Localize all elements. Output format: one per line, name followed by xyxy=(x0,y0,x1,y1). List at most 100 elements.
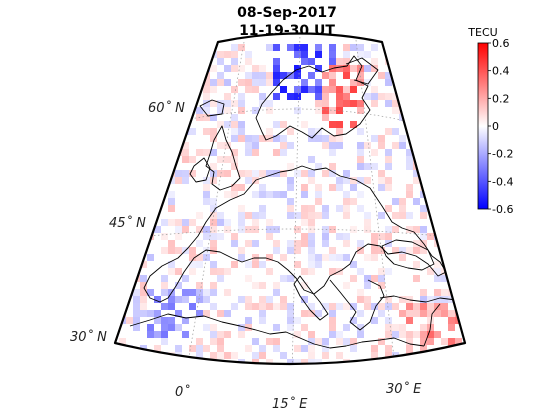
tec-cell xyxy=(322,254,329,261)
tec-cell xyxy=(224,51,231,58)
tec-cell xyxy=(301,191,308,198)
tec-cell xyxy=(210,233,217,240)
tec-cell xyxy=(238,93,245,100)
tec-cell xyxy=(224,268,231,275)
tec-cell xyxy=(287,163,294,170)
tec-cell xyxy=(203,366,210,373)
tec-cell xyxy=(238,135,245,142)
tec-cell xyxy=(329,121,336,128)
tec-cell xyxy=(413,247,420,254)
tec-cell xyxy=(455,100,462,107)
tec-cell xyxy=(273,303,280,310)
tec-cell xyxy=(252,191,259,198)
tec-cell xyxy=(322,100,329,107)
tec-cell xyxy=(189,247,196,254)
tec-cell xyxy=(168,303,175,310)
tec-cell xyxy=(231,233,238,240)
tec-cell xyxy=(392,107,399,114)
tec-cell xyxy=(420,226,427,233)
tec-cell xyxy=(147,205,154,212)
tec-cell xyxy=(364,65,371,72)
tec-cell xyxy=(301,121,308,128)
tec-cell xyxy=(343,282,350,289)
tec-cell xyxy=(287,324,294,331)
tec-cell xyxy=(273,93,280,100)
tec-cell xyxy=(301,282,308,289)
tec-cell xyxy=(273,44,280,51)
tec-cell xyxy=(287,303,294,310)
tec-cell xyxy=(385,156,392,163)
tec-cell xyxy=(322,226,329,233)
tec-cell xyxy=(315,184,322,191)
tec-cell xyxy=(357,142,364,149)
tec-cell xyxy=(448,79,455,86)
tec-cell xyxy=(336,303,343,310)
tec-cell xyxy=(182,331,189,338)
tec-cell xyxy=(217,233,224,240)
tec-cell xyxy=(224,65,231,72)
tec-cell xyxy=(357,149,364,156)
colorbar-tick-label: -0.2 xyxy=(492,148,513,161)
tec-cell xyxy=(210,268,217,275)
tec-cell xyxy=(336,205,343,212)
tec-cell xyxy=(133,58,140,65)
tec-cell xyxy=(448,261,455,268)
tec-cell xyxy=(217,212,224,219)
tec-cell xyxy=(210,149,217,156)
tec-cell xyxy=(392,100,399,107)
tec-cell xyxy=(427,51,434,58)
tec-cell xyxy=(371,240,378,247)
tec-cell xyxy=(392,93,399,100)
tec-cell xyxy=(301,219,308,226)
tec-cell xyxy=(252,366,259,373)
tec-cell xyxy=(168,268,175,275)
tec-cell xyxy=(413,303,420,310)
tec-cell xyxy=(245,142,252,149)
tec-cell xyxy=(115,352,119,359)
tec-cell xyxy=(385,268,392,275)
tec-cell xyxy=(175,296,182,303)
tec-cell xyxy=(217,366,224,373)
tec-cell xyxy=(399,296,406,303)
tec-cell xyxy=(224,331,231,338)
tec-cell xyxy=(448,100,455,107)
tec-cell xyxy=(364,93,371,100)
tec-cell xyxy=(266,79,273,86)
tec-cell xyxy=(462,107,465,114)
levant-coast xyxy=(423,303,441,347)
tec-cell xyxy=(441,177,448,184)
tec-cell xyxy=(224,191,231,198)
tec-cell xyxy=(203,310,210,317)
tec-cell xyxy=(301,212,308,219)
tec-cell xyxy=(301,184,308,191)
tec-cell xyxy=(182,289,189,296)
tec-cell xyxy=(455,149,462,156)
colorbar-ticks: 0.6 0.4 0.2 0 -0.2 -0.4 -0.6 xyxy=(488,37,513,216)
tec-cell xyxy=(196,366,203,373)
tec-cell xyxy=(413,114,420,121)
tec-cell xyxy=(385,331,392,338)
tec-cell xyxy=(420,345,427,352)
tec-cell xyxy=(413,331,420,338)
tec-cell xyxy=(336,121,343,128)
tec-cell xyxy=(133,135,140,142)
tec-cell xyxy=(245,261,252,268)
tec-cell xyxy=(301,51,308,58)
tec-cell xyxy=(182,226,189,233)
tec-cell xyxy=(147,58,154,65)
tec-cell xyxy=(336,135,343,142)
tec-cell xyxy=(210,289,217,296)
tec-cell xyxy=(308,58,315,65)
tec-cell xyxy=(196,107,203,114)
tec-cell xyxy=(455,65,462,72)
tec-cell xyxy=(210,282,217,289)
tec-cell xyxy=(350,261,357,268)
tec-cell xyxy=(224,219,231,226)
tec-cell xyxy=(133,233,140,240)
tec-cell xyxy=(364,142,371,149)
tec-cell xyxy=(329,58,336,65)
tec-cell xyxy=(203,79,210,86)
tec-cell xyxy=(441,65,448,72)
tec-cell xyxy=(329,324,336,331)
